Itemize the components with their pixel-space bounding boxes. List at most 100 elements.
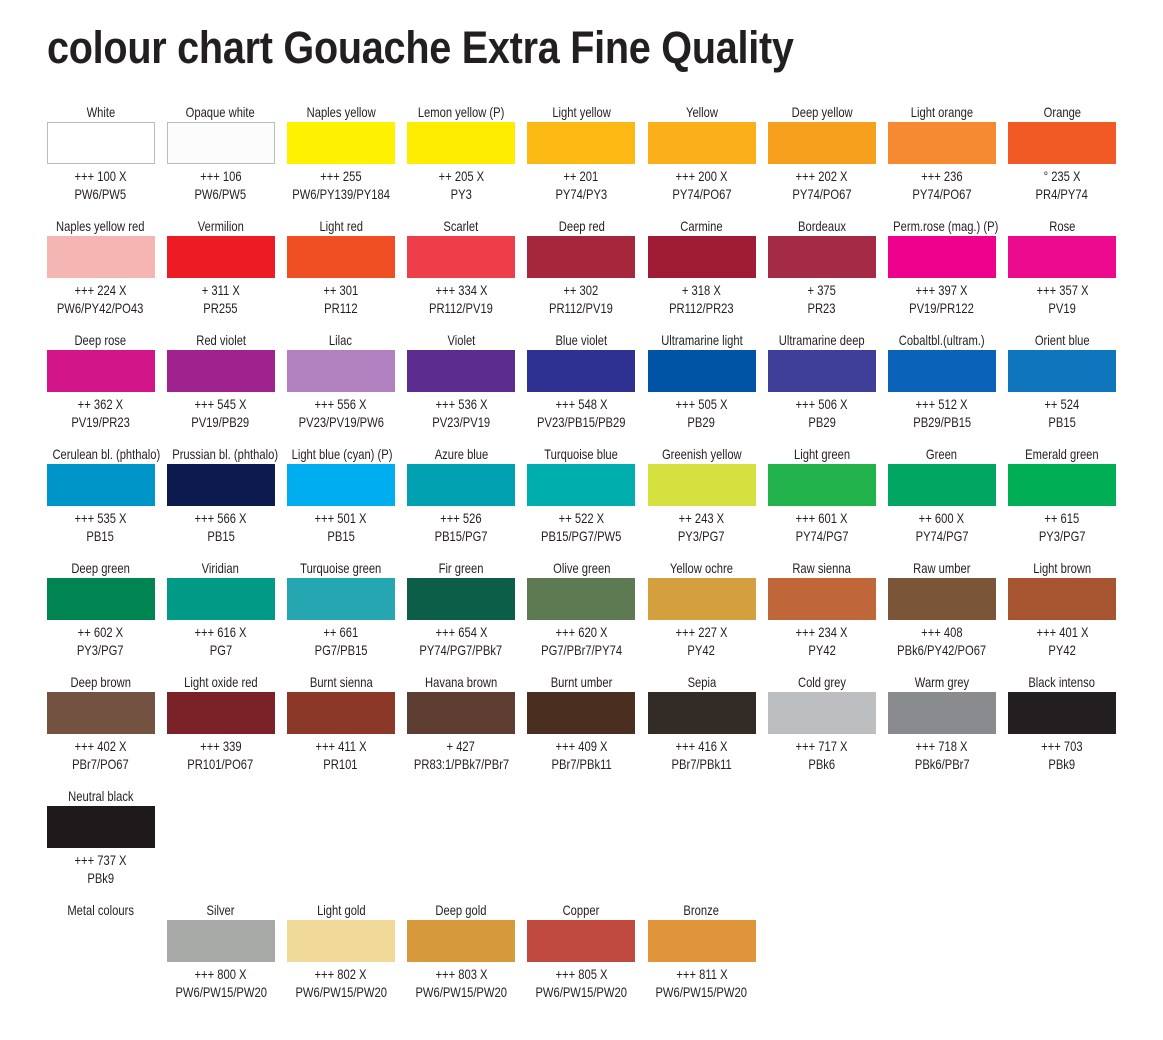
color-swatch xyxy=(286,236,395,278)
color-name-text: Turquoise blue xyxy=(544,446,619,462)
color-name-text: Deep green xyxy=(71,560,130,576)
color-swatch xyxy=(647,236,756,278)
color-pigment-text: PY3/PG7 xyxy=(678,528,725,544)
color-name: Raw umber xyxy=(880,560,1004,576)
color-swatch xyxy=(407,350,516,392)
color-pigment-text: PV19/PR122 xyxy=(909,300,975,316)
color-pigment: PG7/PBr7/PY74 xyxy=(519,642,643,658)
color-code: ++ 301 xyxy=(279,282,403,298)
color-pigment-text: PR112/PV19 xyxy=(549,300,614,316)
color-code: +++ 106 xyxy=(159,168,283,184)
color-pigment-text: PV19/PB29 xyxy=(191,414,250,430)
color-code: +++ 236 xyxy=(880,168,1004,184)
color-code-text: +++ 334 X xyxy=(435,282,488,298)
color-name-text: Copper xyxy=(562,902,600,918)
color-code-text: +++ 409 X xyxy=(555,738,608,754)
color-name: Silver xyxy=(159,902,283,918)
color-name: Light red xyxy=(279,218,403,234)
color-name: Perm.rose (mag.) (P) xyxy=(880,218,1004,234)
color-name-text: Turquoise green xyxy=(300,560,382,576)
color-swatch xyxy=(647,920,756,962)
color-pigment: PB15 xyxy=(159,528,283,544)
color-code: ++ 243 X xyxy=(640,510,764,526)
color-name-text: Olive green xyxy=(552,560,610,576)
color-swatch xyxy=(887,350,996,392)
color-code-text: +++ 811 X xyxy=(675,966,728,982)
color-pigment-text: PW6/PW15/PW20 xyxy=(535,984,628,1000)
color-swatch xyxy=(527,692,636,734)
color-name: Turquoise blue xyxy=(519,446,643,462)
color-code: ++ 201 xyxy=(519,168,643,184)
metal-label: Metal colours xyxy=(39,902,163,918)
color-pigment-text: PB29/PB15 xyxy=(912,414,971,430)
color-code-text: +++ 802 X xyxy=(314,966,367,982)
color-swatch xyxy=(1008,350,1117,392)
color-swatch xyxy=(887,464,996,506)
color-pigment-text: PW6/PW15/PW20 xyxy=(174,984,267,1000)
color-name-text: Orient blue xyxy=(1034,332,1090,348)
color-code: +++ 811 X xyxy=(640,966,764,982)
color-pigment-text: PW6/PY42/PO43 xyxy=(57,300,144,316)
color-pigment-text: PY42 xyxy=(687,642,716,658)
color-name: Orient blue xyxy=(1000,332,1124,348)
color-name: Prussian bl. (phthalo) xyxy=(159,446,283,462)
color-code: +++ 535 X xyxy=(39,510,163,526)
color-code: +++ 800 X xyxy=(159,966,283,982)
color-pigment-text: PY3/PG7 xyxy=(77,642,124,658)
color-pigment-text: PR255 xyxy=(203,300,238,316)
color-code: ++ 302 xyxy=(519,282,643,298)
color-code-text: ++ 661 xyxy=(323,624,359,640)
color-name-text: Cobaltbl.(ultram.) xyxy=(898,332,985,348)
color-name-text: Naples yellow red xyxy=(56,218,145,234)
color-name: Ultramarine deep xyxy=(760,332,884,348)
color-pigment: PW6/PW15/PW20 xyxy=(399,984,523,1000)
color-pigment-text: PY42 xyxy=(807,642,836,658)
color-name-text: Deep gold xyxy=(435,902,487,918)
color-pigment: PR101/PO67 xyxy=(159,756,283,772)
color-pigment: PW6/PW5 xyxy=(159,186,283,202)
color-code-text: +++ 397 X xyxy=(915,282,968,298)
color-swatch xyxy=(1008,122,1117,164)
color-code-text: +++ 803 X xyxy=(435,966,488,982)
color-name: Deep rose xyxy=(39,332,163,348)
color-name-text: Light orange xyxy=(910,104,974,120)
color-name-text: Naples yellow xyxy=(306,104,376,120)
color-pigment: PY74/PG7 xyxy=(880,528,1004,544)
color-code-text: +++ 620 X xyxy=(555,624,608,640)
color-code: +++ 805 X xyxy=(519,966,643,982)
color-pigment: PY74/PY3 xyxy=(519,186,643,202)
color-name: Black intenso xyxy=(1000,674,1124,690)
color-swatch xyxy=(46,806,155,848)
color-code: +++ 737 X xyxy=(39,852,163,868)
color-swatch xyxy=(1008,578,1117,620)
color-code-text: +++ 737 X xyxy=(74,852,127,868)
color-code-text: +++ 501 X xyxy=(314,510,367,526)
color-code-text: +++ 805 X xyxy=(555,966,608,982)
color-pigment-text: PB15/PG7 xyxy=(434,528,488,544)
color-code: +++ 620 X xyxy=(519,624,643,640)
color-code: +++ 505 X xyxy=(640,396,764,412)
color-code: + 311 X xyxy=(159,282,283,298)
color-code: ++ 600 X xyxy=(880,510,1004,526)
color-code: ++ 522 X xyxy=(519,510,643,526)
color-swatch xyxy=(527,122,636,164)
color-code-text: +++ 654 X xyxy=(435,624,488,640)
color-swatch xyxy=(527,464,636,506)
color-code: ++ 661 xyxy=(279,624,403,640)
color-pigment: PB29 xyxy=(640,414,764,430)
color-code-text: ++ 615 xyxy=(1044,510,1080,526)
color-name: Ultramarine light xyxy=(640,332,764,348)
color-name: Cerulean bl. (phthalo) xyxy=(39,446,163,462)
color-name-text: Burnt sienna xyxy=(309,674,373,690)
color-name: Deep green xyxy=(39,560,163,576)
color-name: Burnt sienna xyxy=(279,674,403,690)
color-pigment: PV19 xyxy=(1000,300,1124,316)
color-swatch xyxy=(887,692,996,734)
color-pigment: PR112/PV19 xyxy=(399,300,523,316)
color-code-text: ++ 301 xyxy=(323,282,359,298)
color-code-text: +++ 616 X xyxy=(194,624,247,640)
color-name-text: Cerulean bl. (phthalo) xyxy=(51,446,160,462)
color-pigment: PG7 xyxy=(159,642,283,658)
color-code-text: + 318 X xyxy=(682,282,721,298)
